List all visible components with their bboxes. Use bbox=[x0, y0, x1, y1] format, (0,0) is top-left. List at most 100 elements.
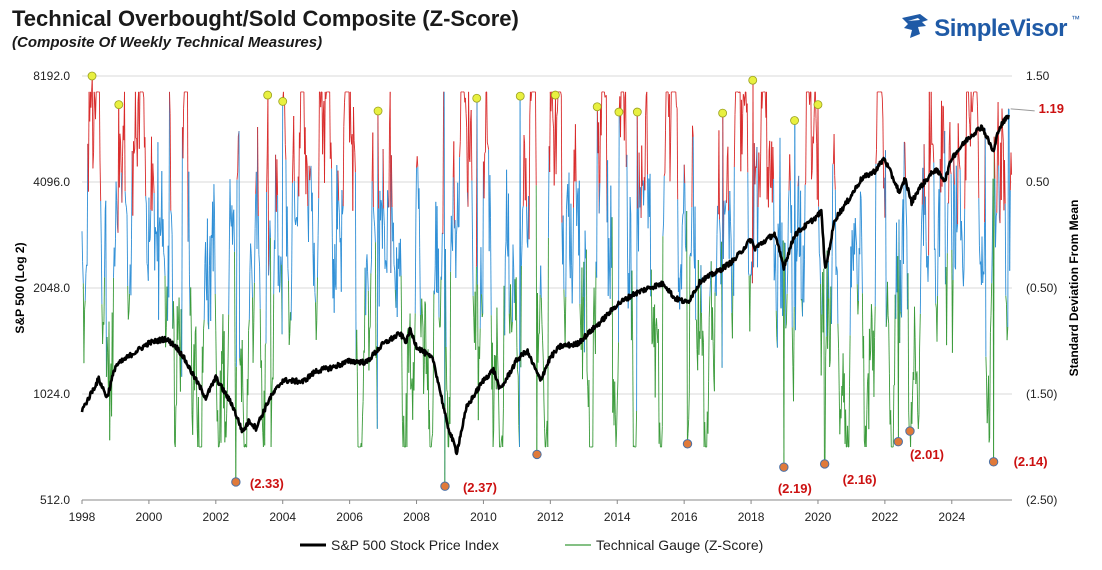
gauge-segment bbox=[811, 136, 814, 171]
gauge-segment bbox=[466, 127, 468, 193]
gauge-segment bbox=[885, 150, 887, 327]
gauge-segment bbox=[598, 122, 600, 214]
chart-subtitle: (Composite Of Weekly Technical Measures) bbox=[12, 34, 323, 51]
gauge-segment bbox=[437, 248, 440, 318]
gauge-segment bbox=[374, 242, 377, 359]
gauge-segment bbox=[719, 219, 721, 234]
gauge-segment bbox=[106, 336, 109, 353]
gauge-segment bbox=[315, 320, 318, 340]
x-tick-label: 2008 bbox=[403, 510, 430, 524]
gauge-segment bbox=[617, 342, 619, 381]
gauge-segment bbox=[299, 91, 302, 149]
gauge-segment bbox=[983, 222, 986, 275]
gauge-segment bbox=[544, 428, 546, 448]
gauge-segment bbox=[600, 91, 603, 136]
gauge-segment bbox=[859, 191, 862, 199]
y-right-tick-label: (2.50) bbox=[1026, 493, 1057, 507]
gauge-segment bbox=[497, 355, 499, 376]
gauge-segment bbox=[888, 323, 890, 374]
gauge-segment bbox=[733, 114, 736, 168]
gauge-segment bbox=[399, 238, 402, 276]
gauge-segment bbox=[851, 230, 854, 248]
gauge-segment bbox=[804, 184, 806, 260]
oversold-marker bbox=[682, 439, 693, 449]
gauge-segment bbox=[85, 264, 87, 274]
gauge-segment bbox=[584, 230, 587, 259]
gauge-segment bbox=[748, 272, 750, 276]
gauge-segment bbox=[152, 176, 155, 194]
gauge-segment bbox=[343, 102, 345, 127]
gauge-segment bbox=[334, 244, 336, 286]
gauge-segment bbox=[881, 98, 884, 119]
gauge-segment bbox=[232, 213, 234, 245]
gauge-segment bbox=[702, 330, 704, 343]
gauge-segment bbox=[832, 163, 834, 165]
gauge-segment bbox=[490, 217, 492, 316]
gauge-segment bbox=[661, 426, 663, 448]
gauge-segment bbox=[542, 360, 545, 401]
gauge-segment bbox=[291, 154, 294, 183]
chart-title: Technical Overbought/Sold Composite (Z-S… bbox=[12, 6, 519, 31]
gauge-segment bbox=[742, 94, 744, 114]
gauge-segment bbox=[387, 190, 389, 208]
gauge-segment bbox=[511, 244, 514, 323]
gauge-segment bbox=[270, 237, 272, 448]
gauge-segment bbox=[374, 226, 376, 243]
gauge-segment bbox=[654, 326, 657, 398]
gauge-segment bbox=[823, 268, 825, 465]
gauge-segment bbox=[718, 130, 720, 220]
gauge-segment bbox=[574, 124, 577, 182]
gauge-segment bbox=[881, 91, 883, 99]
gauge-segment bbox=[424, 301, 426, 305]
gauge-segment bbox=[784, 242, 787, 329]
sp500-series bbox=[80, 114, 1010, 456]
gauge-segment bbox=[724, 210, 726, 215]
gauge-segment bbox=[227, 314, 230, 364]
gauge-segment bbox=[136, 101, 139, 167]
gauge-segment bbox=[618, 111, 620, 343]
gauge-segment bbox=[316, 277, 318, 321]
oversold-marker bbox=[905, 426, 915, 436]
x-tick-label: 2000 bbox=[136, 510, 163, 524]
gauge-segment bbox=[831, 256, 833, 324]
gauge-segment bbox=[919, 313, 921, 349]
gauge-segment bbox=[244, 443, 247, 448]
gauge-segment bbox=[376, 110, 379, 429]
gauge-segment bbox=[594, 261, 597, 355]
gauge-segment bbox=[418, 188, 421, 248]
gauge-segment bbox=[410, 386, 412, 390]
gauge-segment bbox=[520, 265, 522, 368]
gauge-segment bbox=[817, 104, 820, 207]
gauge-segment bbox=[392, 222, 395, 265]
gauge-segment bbox=[340, 190, 343, 292]
gauge-segment bbox=[773, 179, 775, 281]
gauge-segment bbox=[235, 179, 238, 367]
gauge-segment bbox=[281, 101, 284, 335]
gauge-segment bbox=[475, 266, 477, 350]
gauge-segment bbox=[914, 337, 917, 385]
gauge-segment bbox=[103, 277, 105, 325]
gauge-segment bbox=[370, 259, 372, 274]
gauge-segment bbox=[172, 301, 175, 325]
gauge-segment bbox=[585, 249, 588, 372]
gauge-segment bbox=[337, 170, 340, 201]
gauge-segment bbox=[354, 152, 356, 173]
gauge-segment bbox=[870, 304, 872, 351]
gauge-segment bbox=[855, 233, 858, 246]
gauge-segment bbox=[225, 413, 228, 438]
gauge-segment bbox=[286, 206, 289, 269]
overbought-marker bbox=[592, 102, 602, 112]
gauge-segment bbox=[394, 270, 396, 290]
gauge-segment bbox=[579, 303, 582, 326]
gauge-segment bbox=[552, 118, 555, 129]
y-left-tick-label: 512.0 bbox=[40, 493, 70, 507]
gauge-segment bbox=[911, 395, 913, 424]
gauge-segment bbox=[308, 165, 310, 243]
gauge-segment bbox=[197, 396, 200, 448]
gauge-segment bbox=[421, 313, 424, 328]
gauge-segment bbox=[629, 196, 631, 295]
gauge-segment bbox=[318, 91, 320, 199]
gauge-segment bbox=[413, 348, 416, 391]
gauge-segment bbox=[845, 409, 847, 448]
gauge-segment bbox=[730, 221, 732, 240]
